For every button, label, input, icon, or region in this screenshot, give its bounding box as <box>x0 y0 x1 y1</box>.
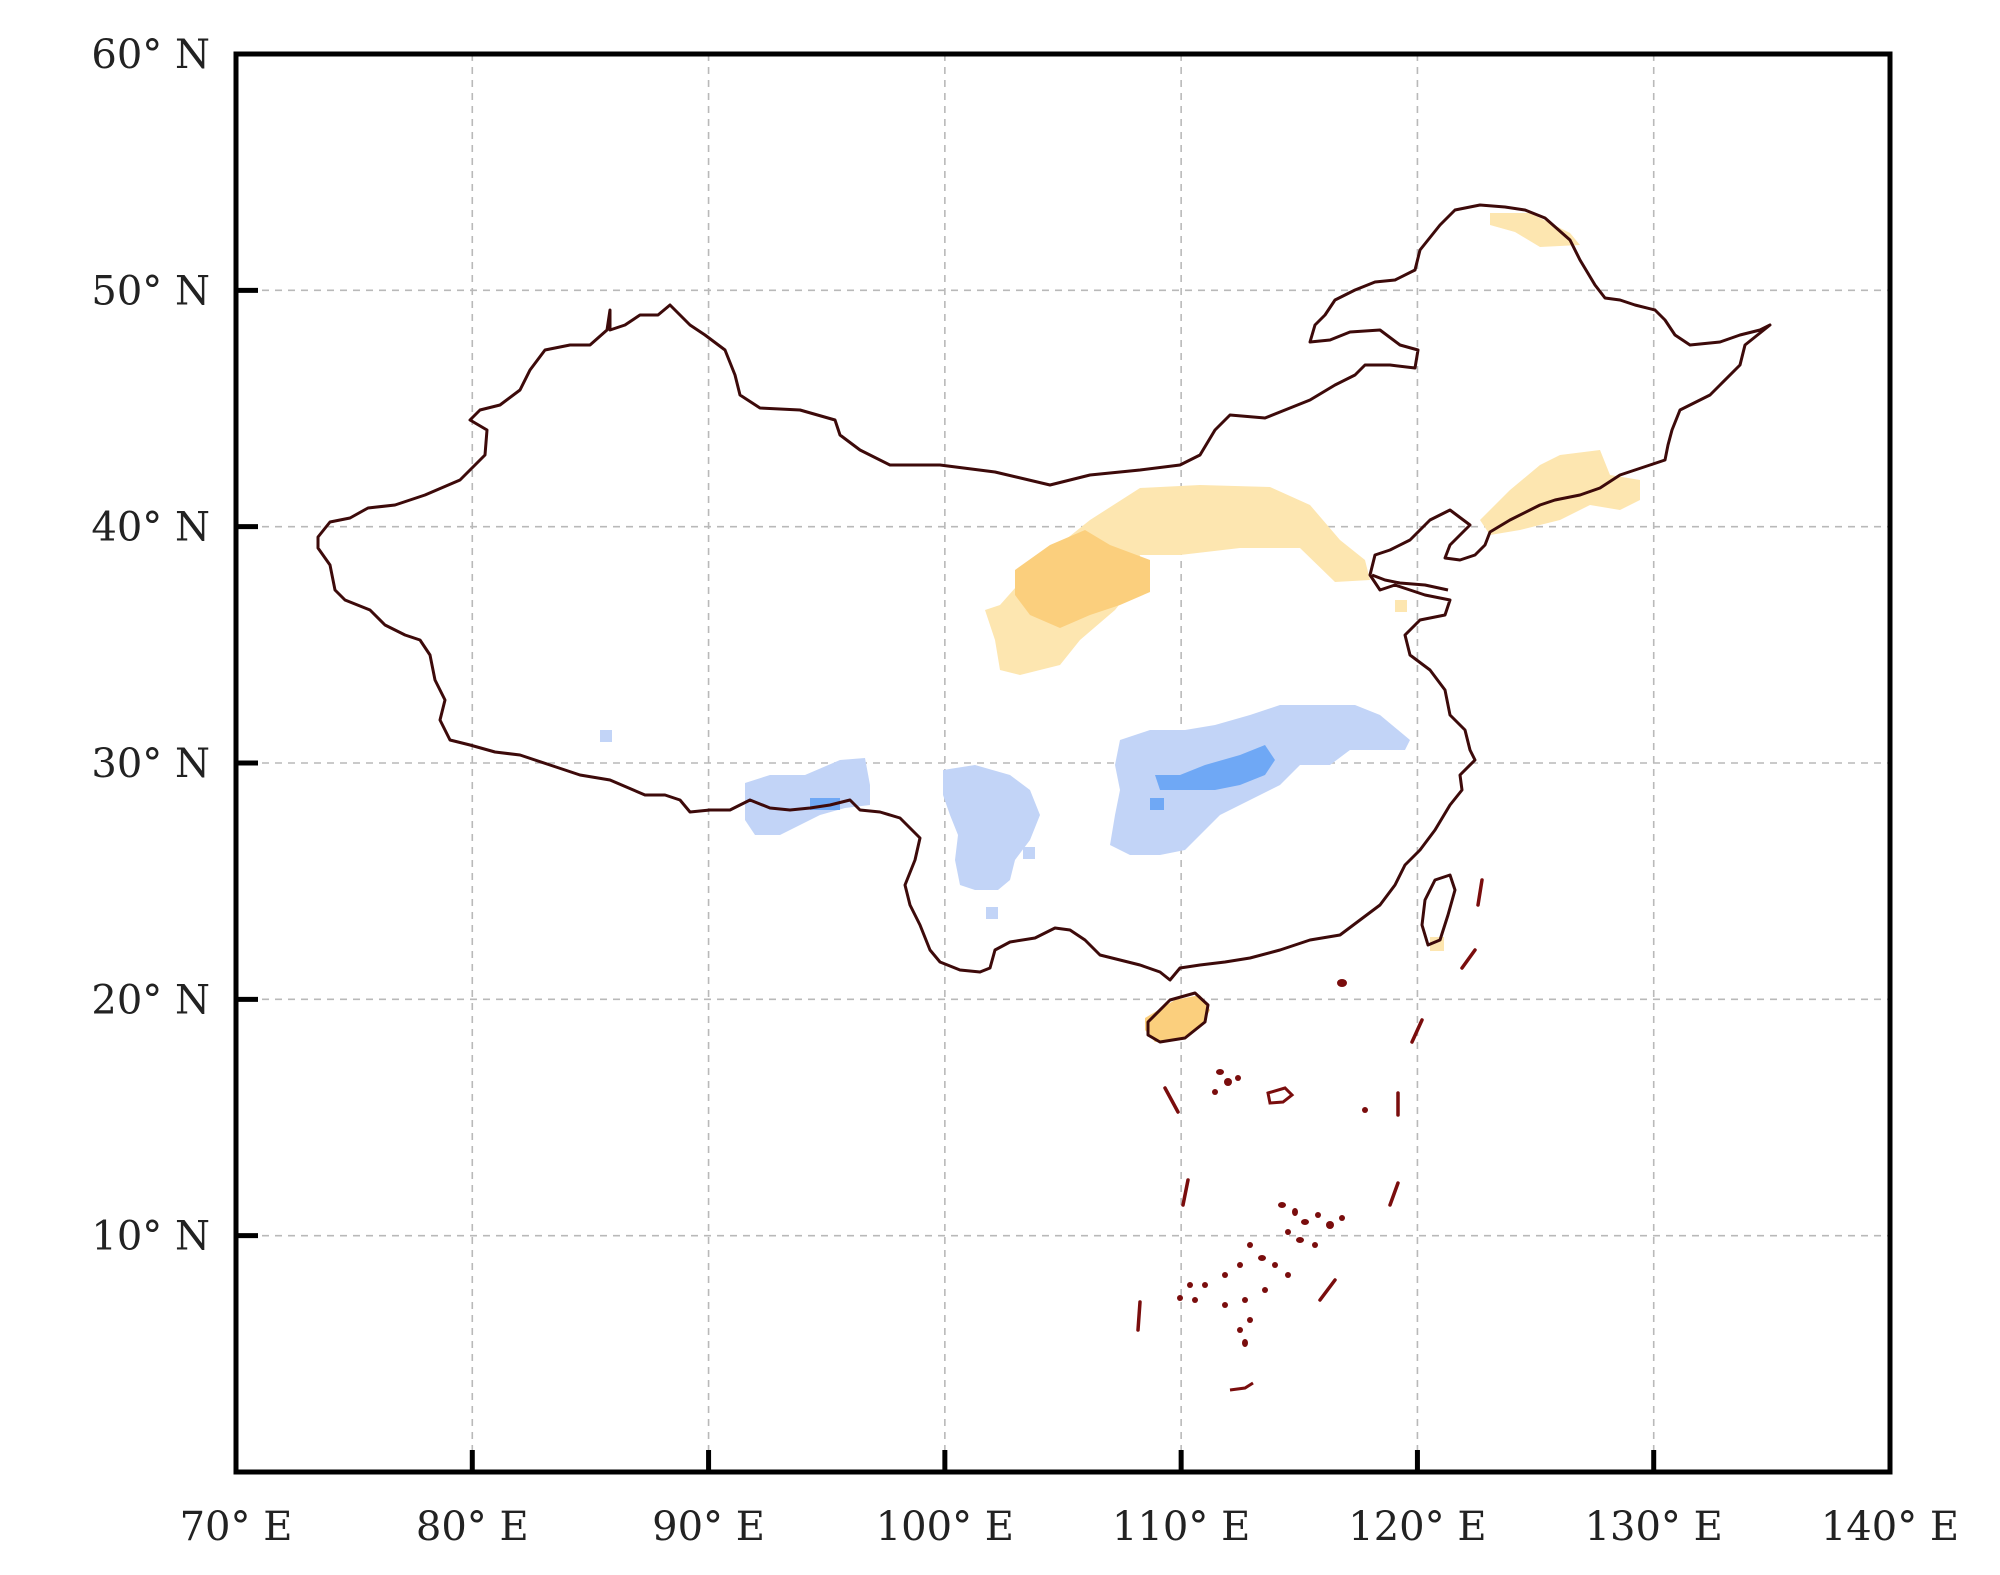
negative-anomaly-southwest-dot-2 <box>986 907 998 919</box>
negative-anomaly-tibet-east <box>745 758 870 835</box>
negative-anomaly-southwest-dot-1 <box>1023 847 1035 859</box>
x-tick-label: 70° E <box>180 1504 293 1550</box>
south-china-sea-islands <box>1177 979 1368 1392</box>
y-axis: 60° N 50° N 40° N 30° N 20° N 10° N <box>91 32 258 1260</box>
x-axis: 70° E 80° E 90° E 100° E 110° E 120° E 130° E 1… <box>180 1450 1959 1550</box>
macclesfield-bank <box>1266 1086 1295 1105</box>
x-tick-label: 120° E <box>1348 1504 1486 1550</box>
y-tick-label: 10° N <box>91 1214 210 1260</box>
negative-anomaly-regions <box>600 705 1410 919</box>
x-tick-label: 100° E <box>876 1504 1014 1550</box>
x-tick-label: 130° E <box>1585 1504 1723 1550</box>
x-tick-label: 80° E <box>416 1504 529 1550</box>
positive-anomaly-far-northeast <box>1490 213 1580 247</box>
bohai-coast <box>1371 573 1449 592</box>
negative-anomaly-west-dot <box>600 730 612 742</box>
positive-anomaly-hainan <box>1145 995 1210 1042</box>
negative-anomaly-southwest <box>943 765 1040 890</box>
y-tick-label: 60° N <box>91 32 210 78</box>
positive-anomaly-north-medium <box>1015 530 1150 628</box>
x-tick-label: 90° E <box>652 1504 765 1550</box>
positive-anomaly-coast-pixel <box>1395 600 1407 612</box>
positive-anomaly-regions <box>985 213 1640 1042</box>
gridlines <box>236 54 1890 1472</box>
taiwan-island <box>1420 873 1457 947</box>
y-tick-label: 40° N <box>91 505 210 551</box>
negative-anomaly-central-dot <box>1150 798 1164 810</box>
nine-dash-line <box>1136 878 1484 1332</box>
y-tick-label: 50° N <box>91 268 210 314</box>
negative-anomaly-central <box>1110 705 1410 855</box>
x-tick-label: 140° E <box>1821 1504 1959 1550</box>
y-tick-label: 20° N <box>91 977 210 1023</box>
hainan-island <box>1146 991 1210 1044</box>
y-tick-label: 30° N <box>91 741 210 787</box>
x-tick-label: 110° E <box>1112 1504 1250 1550</box>
china-border <box>316 203 1772 982</box>
negative-anomaly-central-medium <box>1155 745 1275 790</box>
